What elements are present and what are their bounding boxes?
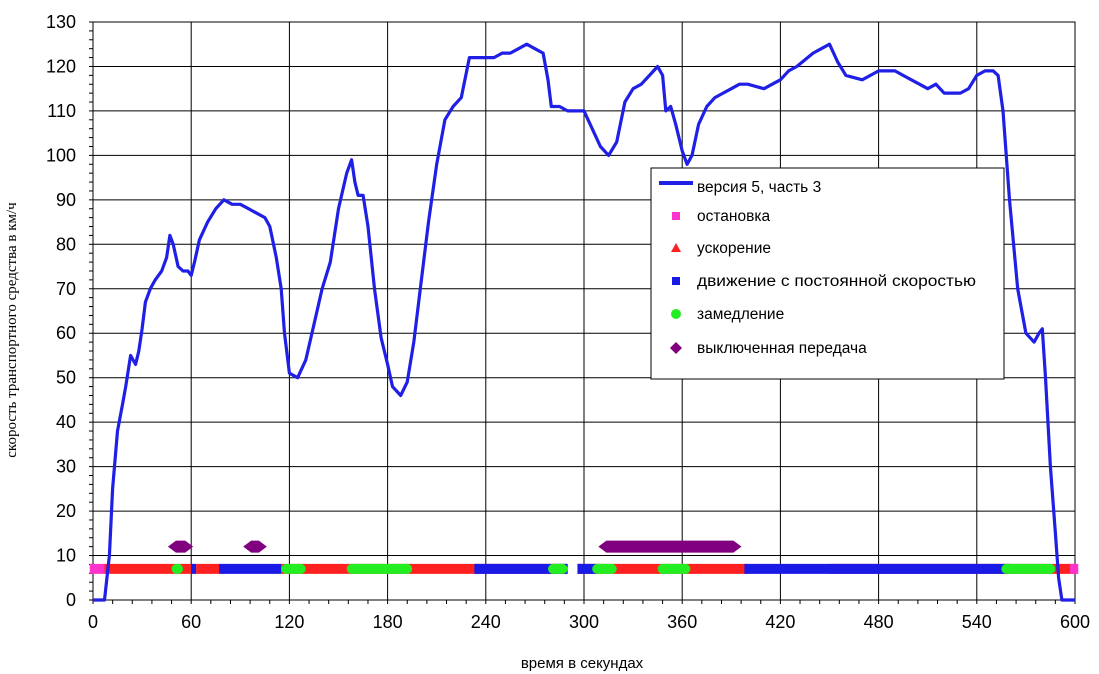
cruise-marker: [744, 563, 1010, 574]
legend-label: ускорение: [697, 240, 771, 257]
y-axis-label: скорость транспортного средства в км/ч: [4, 202, 20, 458]
y-tick-label: 50: [56, 368, 76, 388]
cruise-marker: [474, 563, 568, 574]
acceleration-marker: [196, 563, 220, 574]
x-tick-label: 180: [373, 612, 403, 632]
x-tick-label: 360: [667, 612, 697, 632]
acceleration-marker: [104, 563, 192, 574]
y-tick-label: 90: [56, 190, 76, 210]
phase-markers: [89, 540, 1079, 574]
deceleration-marker: [281, 563, 306, 574]
legend-label: версия 5, часть 3: [697, 179, 821, 196]
cruise-marker: [219, 563, 282, 574]
y-tick-label: 0: [66, 590, 76, 610]
legend-label: замедление: [697, 306, 784, 323]
x-tick-label: 240: [471, 612, 501, 632]
legend-square-swatch: [672, 212, 680, 220]
x-tick-label: 480: [864, 612, 894, 632]
deceleration-marker: [1001, 563, 1056, 574]
legend-label: выключенная передача: [697, 340, 867, 357]
x-tick-labels: 0 60 120 180 240 300 360 420 480 540 600: [88, 612, 1090, 632]
x-tick-label: 0: [88, 612, 98, 632]
y-tick-labels: 0 10 20 30 40 50 60 70 80 90 100 110 120 130: [46, 12, 76, 610]
y-tick-label: 70: [56, 279, 76, 299]
y-tick-label: 40: [56, 412, 76, 432]
neutral-gear-marker: [243, 540, 267, 553]
x-tick-label: 120: [274, 612, 304, 632]
y-tick-label: 120: [46, 56, 76, 76]
y-tick-label: 20: [56, 501, 76, 521]
acceleration-marker: [281, 563, 568, 574]
cruise-marker: [191, 563, 197, 574]
x-tick-label: 540: [962, 612, 992, 632]
neutral-gear-marker: [167, 540, 194, 553]
stop-marker: [89, 563, 105, 574]
deceleration-marker: [592, 563, 617, 574]
legend-triangle-swatch: [671, 243, 681, 252]
y-tick-label: 30: [56, 457, 76, 477]
legend-diamond-swatch: [670, 342, 682, 354]
x-axis-label: время в секундах: [521, 655, 644, 672]
speed-line: [93, 42, 1075, 602]
y-tick-label: 80: [56, 234, 76, 254]
y-tick-label: 130: [46, 12, 76, 32]
deceleration-marker: [657, 563, 691, 574]
x-tick-label: 600: [1060, 612, 1090, 632]
y-tick-label: 110: [47, 101, 76, 121]
legend: версия 5, часть 3 остановка ускорение движе…: [650, 167, 1005, 380]
deceleration-marker: [171, 563, 184, 574]
speed-line-layer: [93, 42, 1075, 602]
stop-marker: [1070, 563, 1079, 574]
cruise-marker: [577, 563, 598, 574]
neutral-gear-marker: [598, 540, 742, 553]
legend-label: остановка: [697, 208, 770, 225]
deceleration-marker: [346, 563, 413, 574]
legend-box: [650, 167, 1005, 380]
x-tick-label: 300: [569, 612, 599, 632]
x-tick-label: 60: [181, 612, 201, 632]
y-tick-label: 10: [56, 546, 76, 566]
y-tick-label: 100: [46, 145, 76, 165]
y-tick-label: 60: [56, 323, 76, 343]
deceleration-marker: [547, 563, 568, 574]
legend-square-swatch: [672, 277, 680, 285]
legend-label: движение с постоянной скоростью: [697, 273, 976, 290]
legend-circle-swatch: [671, 309, 681, 319]
x-tick-label: 420: [765, 612, 795, 632]
